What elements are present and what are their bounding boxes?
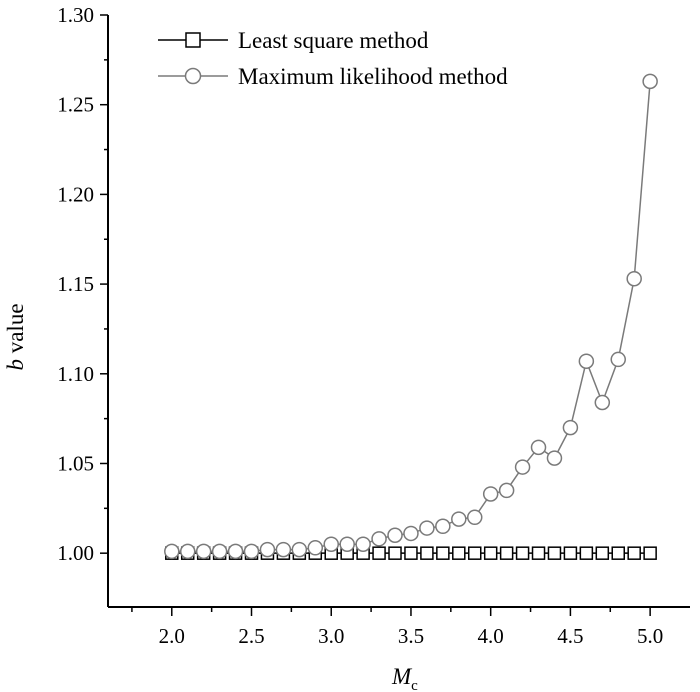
y-axis-title: b value [3,303,28,370]
data-point-circle [451,511,467,527]
y-tick-label: 1.00 [57,541,94,565]
x-axis-title: Mc [391,664,418,692]
data-point-square [515,546,530,560]
legend: Least square method Maximum likelihood m… [158,28,508,89]
legend-entry-least-square: Least square method [158,28,429,53]
data-point-square [452,546,466,560]
data-point-circle [578,353,595,369]
legend-marker-square [185,32,201,48]
data-point-square [611,546,625,560]
data-point-square [563,546,578,560]
data-point-circle [403,525,419,542]
data-point-circle [275,541,292,558]
data-point-square [531,546,546,560]
data-point-square [643,546,657,560]
legend-entry-maximum-likelihood: Maximum likelihood method [158,64,508,89]
y-axis-title-italic: b [3,359,28,371]
data-point-circle [594,394,611,411]
x-axis-title-main: M [391,664,413,689]
data-point-circle [466,509,483,526]
data-point-square [388,546,402,560]
legend-marker-circle [184,67,202,85]
data-point-circle [195,543,212,560]
x-tick-label: 3.5 [398,624,424,648]
data-point-square [499,546,514,560]
data-point-circle [626,270,642,287]
data-point-circle [562,419,579,436]
legend-label-least-square: Least square method [238,28,429,53]
data-point-circle [610,351,626,368]
y-tick-label: 1.25 [57,93,94,117]
data-point-circle [546,450,563,466]
data-point-circle [482,486,499,502]
data-point-square [404,546,418,560]
y-tick-label: 1.30 [57,3,94,27]
x-tick-label: 4.0 [478,624,504,648]
y-tick-label: 1.20 [57,182,94,206]
x-axis-title-subscript: c [411,678,418,692]
data-point-circle [355,536,371,552]
data-point-square [436,546,450,560]
data-point-circle [307,540,324,556]
series-maximum-likelihood [164,73,658,560]
ticks: 1.00 1.05 1.10 1.15 1.20 1.25 1.30 2.0 2.5 3.0 3.5… [57,3,663,648]
axes [107,15,690,608]
x-tick-label: 4.5 [557,624,583,648]
data-point-circle [243,543,260,560]
data-point-square [372,546,386,560]
data-point-circle [642,73,658,90]
x-tick-label: 3.0 [318,624,344,648]
data-point-circle [419,520,435,536]
data-point-square [483,546,498,560]
data-point-circle [387,527,403,543]
data-point-circle [371,531,387,547]
data-point-circle [323,536,339,552]
data-point-square [579,546,594,560]
data-point-circle [227,543,244,560]
data-point-circle [530,439,547,456]
series-line-maximum-likelihood [171,81,651,553]
data-point-circle [179,543,196,560]
data-point-circle [514,459,531,475]
y-tick-label: 1.15 [57,272,94,296]
data-point-square [547,546,562,560]
y-tick-label: 1.10 [57,362,94,386]
data-point-square [627,546,641,560]
y-tick-label: 1.05 [57,451,94,475]
data-point-circle [259,541,276,558]
x-tick-label: 5.0 [637,624,663,648]
data-point-circle [498,482,515,499]
data-point-circle [291,541,308,558]
legend-label-maximum-likelihood: Maximum likelihood method [238,64,508,89]
x-tick-label: 2.5 [238,624,264,648]
data-point-square [467,546,482,560]
data-point-square [420,546,434,560]
series [164,73,658,560]
data-point-circle [211,543,228,560]
x-tick-label: 2.0 [159,624,185,648]
data-point-square [595,546,610,560]
data-point-circle [164,543,180,560]
data-point-circle [435,518,451,535]
data-point-circle [339,536,355,552]
y-axis-title-rest: value [3,303,28,359]
